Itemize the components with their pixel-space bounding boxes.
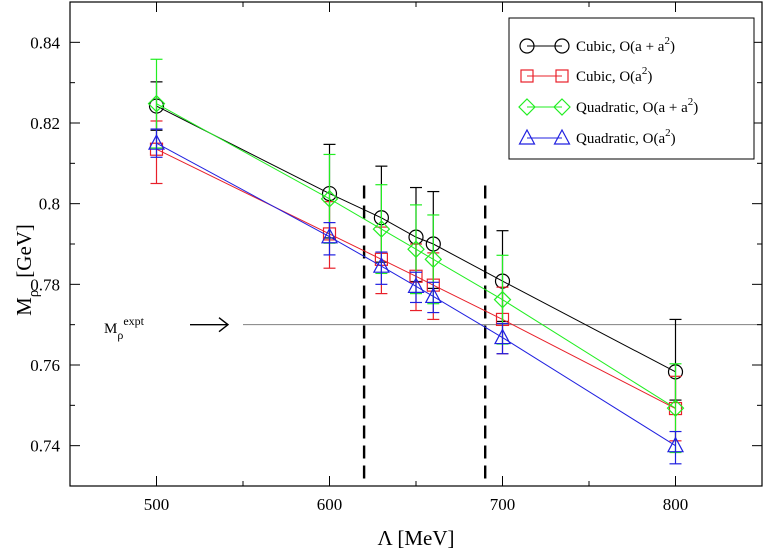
legend-marker-left xyxy=(520,69,534,83)
expt-label-main: M xyxy=(104,321,117,337)
legend-item-2: Cubic, O(a2) xyxy=(520,65,652,85)
legend-box xyxy=(508,17,755,160)
legend-label: Quadratic, O(a + a2) xyxy=(576,96,698,116)
dashed-lines xyxy=(362,185,487,486)
legend-label-base: Cubic, O(a + a xyxy=(576,39,665,55)
legend-marker-left xyxy=(518,128,536,145)
expt-label-sup: expt xyxy=(123,314,144,328)
data-point xyxy=(493,328,512,345)
data-point xyxy=(407,277,425,293)
legend-label-base: Cubic, O(a xyxy=(576,69,642,85)
data-point xyxy=(372,256,390,273)
x-tick-label: 700 xyxy=(490,495,516,514)
legend: Cubic, O(a + a2)Cubic, O(a2)Quadratic, O… xyxy=(508,17,755,160)
data-point xyxy=(147,94,166,113)
y-tick-label: 0.8 xyxy=(39,195,60,214)
data-point xyxy=(147,133,166,150)
legend-label: Cubic, O(a + a2) xyxy=(576,35,675,55)
data-point xyxy=(666,399,685,418)
legend-label-base: Quadratic, O(a xyxy=(576,131,665,147)
legend-marker-right xyxy=(553,98,571,116)
data-point xyxy=(493,290,512,309)
annotations: Mρexpt xyxy=(104,314,230,342)
legend-label-base: Quadratic, O(a + a xyxy=(576,100,688,116)
expt-label-sub: ρ xyxy=(117,328,123,342)
series-4 xyxy=(147,128,685,465)
data-point xyxy=(372,220,391,238)
data-point xyxy=(424,287,442,304)
legend-marker-right xyxy=(553,128,571,145)
x-axis-title: Λ [MeV] xyxy=(377,526,454,550)
y-axis-title-sub: ρ xyxy=(26,290,42,298)
legend-label-sup: 2 xyxy=(664,35,670,47)
legend-label: Quadratic, O(a2) xyxy=(576,127,676,147)
legend-label-sup: 2 xyxy=(688,96,694,108)
legend-label: Cubic, O(a2) xyxy=(576,65,652,85)
legend-label-sup: 2 xyxy=(642,65,648,77)
y-tick-label: 0.84 xyxy=(30,33,60,52)
data-point xyxy=(407,240,425,259)
x-tick-label: 600 xyxy=(317,495,343,514)
legend-label-sup: 2 xyxy=(665,127,671,139)
legend-marker-right xyxy=(555,69,569,83)
legend-label-end: ) xyxy=(670,39,675,55)
y-axis-title: Mρ [GeV] xyxy=(12,224,42,316)
data-point xyxy=(320,227,339,244)
axis-titles: Λ [MeV] Mρ [GeV] xyxy=(12,224,455,550)
y-axis-title-main: M xyxy=(12,297,36,316)
data-point xyxy=(424,250,443,269)
data-point xyxy=(320,189,339,208)
legend-label-end: ) xyxy=(671,131,676,147)
legend-marker-left xyxy=(519,38,535,54)
y-axis-title-unit: [GeV] xyxy=(12,224,36,278)
data-point xyxy=(666,436,685,453)
x-tick-label: 800 xyxy=(663,495,689,514)
legend-marker-right xyxy=(554,38,570,54)
expt-arrow-head xyxy=(218,317,230,333)
legend-marker-left xyxy=(518,98,536,116)
legend-item-4: Quadratic, O(a2) xyxy=(518,127,676,147)
y-tick-label: 0.76 xyxy=(30,356,60,375)
axes: 500 600 700 800 0.74 0.76 0.78 0.8 0.82 0.84 xyxy=(30,1,763,514)
legend-label-end: ) xyxy=(647,69,652,85)
legend-item-3: Quadratic, O(a + a2) xyxy=(518,96,698,116)
legend-label-end: ) xyxy=(693,100,698,116)
y-tick-label: 0.74 xyxy=(30,437,60,456)
y-tick-label: 0.78 xyxy=(30,275,60,294)
legend-item-1: Cubic, O(a + a2) xyxy=(519,35,675,55)
y-tick-label: 0.82 xyxy=(30,114,60,133)
x-tick-label: 500 xyxy=(144,495,170,514)
expt-label: Mρexpt xyxy=(104,314,145,342)
series-layer xyxy=(147,58,685,465)
